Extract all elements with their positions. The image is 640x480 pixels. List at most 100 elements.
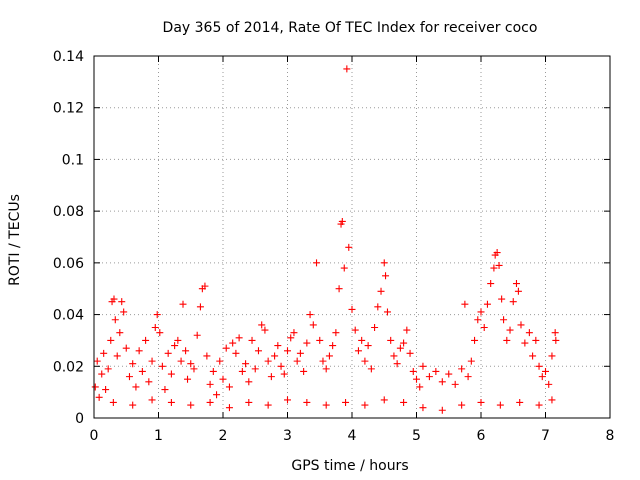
data-point	[348, 305, 356, 313]
data-point	[545, 380, 553, 388]
data-point	[445, 370, 453, 378]
data-point	[467, 357, 475, 365]
x-tick-label: 5	[412, 428, 421, 444]
data-point	[532, 336, 540, 344]
data-point	[120, 308, 128, 316]
data-point	[98, 370, 106, 378]
data-point	[393, 360, 401, 368]
data-point	[477, 308, 485, 316]
y-tick-label: 0.08	[53, 204, 84, 220]
data-point	[113, 352, 121, 360]
data-point	[525, 329, 533, 337]
data-point	[380, 396, 388, 404]
data-point	[432, 367, 440, 375]
data-point	[303, 398, 311, 406]
data-point	[179, 300, 187, 308]
data-point	[438, 378, 446, 386]
data-point	[177, 357, 185, 365]
data-point	[274, 342, 282, 350]
data-point	[258, 321, 266, 329]
data-point	[500, 316, 508, 324]
data-point	[196, 303, 204, 311]
data-point	[193, 331, 201, 339]
data-point	[552, 336, 560, 344]
data-point	[111, 316, 119, 324]
data-point	[551, 329, 559, 337]
y-tick-label: 0.12	[53, 101, 84, 117]
data-point	[464, 373, 472, 381]
data-point	[316, 336, 324, 344]
data-point	[390, 352, 398, 360]
data-point	[182, 347, 190, 355]
data-point	[406, 349, 414, 357]
y-tick-label: 0.14	[53, 49, 84, 65]
data-point	[109, 398, 117, 406]
data-point	[261, 326, 269, 334]
data-point	[319, 357, 327, 365]
data-point	[413, 375, 420, 383]
data-point	[371, 324, 379, 331]
data-point	[416, 383, 424, 391]
data-point	[329, 342, 337, 350]
data-point	[474, 316, 482, 324]
data-point	[495, 261, 503, 269]
data-point	[438, 406, 446, 414]
chart-title: Day 365 of 2014, Rate Of TEC Index for r…	[163, 20, 538, 36]
data-point	[206, 380, 214, 388]
data-point	[104, 365, 112, 373]
data-point	[225, 404, 233, 412]
data-point	[222, 344, 230, 352]
data-point	[400, 339, 408, 347]
x-tick-label: 1	[154, 428, 163, 444]
data-point	[516, 398, 524, 406]
data-point	[132, 383, 140, 391]
data-point	[364, 342, 372, 350]
data-point	[506, 326, 514, 334]
data-point	[235, 334, 243, 342]
data-point	[498, 295, 506, 303]
data-point	[529, 352, 537, 360]
data-point	[483, 300, 491, 308]
data-point	[187, 401, 195, 409]
data-point	[419, 362, 427, 370]
data-point	[110, 295, 118, 303]
data-point	[480, 324, 488, 331]
data-point	[377, 287, 385, 295]
data-point	[517, 321, 525, 329]
data-point	[142, 336, 150, 344]
x-tick-label: 8	[606, 428, 615, 444]
data-point	[107, 336, 115, 344]
data-point	[238, 367, 246, 375]
y-tick-label: 0.04	[53, 308, 84, 324]
data-point	[322, 401, 330, 409]
data-point	[374, 303, 382, 311]
data-point	[458, 401, 466, 409]
data-point	[335, 285, 343, 293]
data-point	[380, 259, 388, 267]
data-point	[148, 396, 156, 404]
data-point	[187, 360, 195, 368]
data-point	[296, 349, 304, 357]
data-point	[129, 360, 137, 368]
data-point	[290, 329, 298, 337]
data-point	[201, 282, 209, 290]
data-point	[535, 401, 543, 409]
y-tick-label: 0	[75, 411, 84, 427]
data-point	[122, 344, 130, 352]
data-point	[248, 336, 256, 344]
data-point	[245, 378, 253, 386]
x-tick-label: 4	[348, 428, 357, 444]
data-point	[293, 357, 301, 365]
data-point	[284, 396, 291, 404]
data-point	[396, 344, 404, 352]
data-point	[425, 373, 433, 381]
data-point	[242, 360, 250, 368]
data-point	[542, 367, 549, 375]
data-point	[118, 298, 126, 306]
data-point	[284, 347, 291, 355]
data-point	[338, 217, 346, 225]
data-point	[148, 357, 156, 365]
data-point	[503, 336, 511, 344]
